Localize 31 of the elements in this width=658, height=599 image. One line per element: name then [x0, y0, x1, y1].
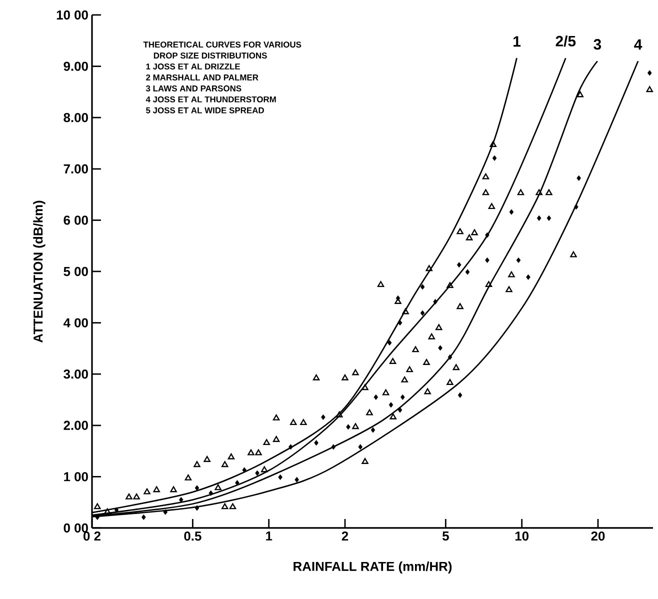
annotation: THEORETICAL CURVES FOR VARIOUS: [143, 42, 302, 48]
y-tick-label: 0 00: [64, 523, 88, 533]
y-tick-label: 3.00: [64, 369, 88, 379]
x-tick-label: 0 2: [84, 532, 100, 541]
annotation: 3 LAWS AND PARSONS: [146, 85, 242, 92]
x-tick-label: 20: [591, 532, 605, 541]
y-tick-label: 2.00: [64, 420, 88, 430]
annotation: 5 JOSS ET AL WIDE SPREAD: [146, 107, 264, 114]
series-label: 4: [634, 39, 642, 50]
x-tick-label: 2: [342, 532, 348, 541]
y-tick-label: 6 00: [64, 216, 88, 225]
y-tick-label: 8.00: [64, 112, 88, 122]
x-tick-label: 5: [442, 532, 449, 541]
y-tick-label: 1 00: [64, 472, 88, 482]
series-label: 2/5: [556, 35, 576, 47]
series-label: 3: [594, 39, 602, 50]
x-axis-title: RAINFALL RATE (mm/HR): [294, 561, 452, 574]
annotation: 1 JOSS ET AL DRIZZLE: [146, 64, 240, 70]
annotation: DROP SIZE DISTRIBUTIONS: [154, 52, 267, 59]
y-tick-label: 7.00: [64, 164, 88, 174]
y-tick-label: 9.00: [64, 62, 88, 71]
x-tick-label: 0.5: [184, 532, 202, 541]
x-tick-label: 10: [515, 532, 529, 541]
annotation: 2 MARSHALL AND PALMER: [146, 74, 258, 80]
annotation: 4 JOSS ET AL THUNDERSTORM: [146, 96, 276, 102]
series-label: 1: [514, 36, 521, 47]
y-tick-label: 10 00: [56, 10, 88, 20]
y-tick-label: 4 00: [63, 318, 88, 328]
y-tick-label: 5 00: [64, 266, 88, 276]
y-axis-title: ATTENUATION (dB/km): [33, 200, 46, 343]
x-tick-label: 1: [266, 532, 272, 540]
